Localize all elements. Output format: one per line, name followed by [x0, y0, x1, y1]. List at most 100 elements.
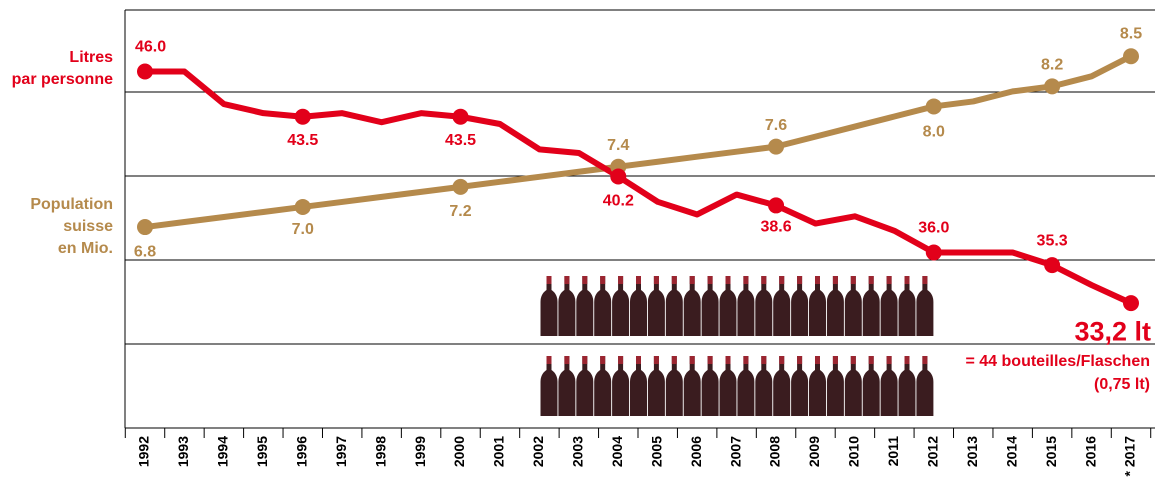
value-label: 38.6 [760, 219, 791, 236]
bottle-cap [922, 356, 927, 364]
bottle-cap [743, 276, 748, 284]
bottle [845, 276, 862, 336]
point [1123, 295, 1139, 311]
value-label: 46.0 [135, 39, 166, 56]
bottle [881, 356, 898, 416]
x-tick-label: 2008 [767, 436, 783, 467]
x-tick-label: 2011 [885, 436, 901, 467]
bottle-cap [851, 276, 856, 284]
point [137, 64, 153, 80]
bottle-cap [726, 276, 731, 284]
bottle [899, 356, 916, 416]
bottle-cap [815, 356, 820, 364]
bottle [737, 276, 754, 336]
annotation: = 44 bouteilles/Flaschen [965, 353, 1150, 370]
point [926, 98, 942, 114]
bottle [899, 276, 916, 336]
bottle-cap [582, 276, 587, 284]
series-line [145, 72, 1131, 304]
bottle-cap [922, 276, 927, 284]
bottle [791, 356, 808, 416]
point [1044, 78, 1060, 94]
bottle [684, 276, 701, 336]
bottle [845, 356, 862, 416]
bottle [576, 356, 593, 416]
bottle-cap [690, 356, 695, 364]
bottle [558, 276, 575, 336]
bottle [541, 356, 558, 416]
bottle [773, 356, 790, 416]
point [453, 109, 469, 125]
value-label: 43.5 [287, 132, 318, 149]
bottle [666, 356, 683, 416]
bottle-cap [564, 356, 569, 364]
bottle [791, 276, 808, 336]
bottle-cap [869, 276, 874, 284]
bottle-cap [672, 356, 677, 364]
value-label: 7.6 [765, 117, 787, 134]
x-tick-label: 2009 [806, 436, 822, 467]
point [295, 199, 311, 215]
value-label: 7.0 [292, 221, 314, 238]
bottle-cap [833, 276, 838, 284]
x-tick-label: 2000 [451, 436, 467, 467]
x-tick-label: 2003 [570, 436, 586, 467]
point [768, 197, 784, 213]
bottle [612, 356, 629, 416]
bottle [702, 276, 719, 336]
bottle [648, 356, 665, 416]
bottle-cap [905, 356, 910, 364]
bottle-cap [869, 356, 874, 364]
bottle-cap [815, 276, 820, 284]
value-label: 8.2 [1041, 57, 1063, 74]
x-tick-label: 2016 [1082, 436, 1098, 467]
bottle-cap [547, 356, 552, 364]
value-label: 6.8 [134, 243, 156, 260]
bottle-cap [636, 276, 641, 284]
bottle-cap [833, 356, 838, 364]
x-tick-label: 1996 [293, 436, 309, 467]
bottle [755, 276, 772, 336]
bottle-cap [654, 356, 659, 364]
bottle-cap [797, 356, 802, 364]
bottle [594, 276, 611, 336]
bottle-cap [564, 276, 569, 284]
bottle [558, 356, 575, 416]
bottle-cap [654, 276, 659, 284]
point [1044, 257, 1060, 273]
x-tick-label: 1994 [215, 436, 231, 467]
annotation: (0,75 lt) [1094, 376, 1150, 393]
bottle-cap [851, 356, 856, 364]
value-label: 35.3 [1037, 232, 1068, 249]
bottle [827, 276, 844, 336]
bottle-cap [797, 276, 802, 284]
bottle-cap [708, 276, 713, 284]
bottle-cap [905, 276, 910, 284]
bottle-cap [690, 276, 695, 284]
bottle [576, 276, 593, 336]
bottle-cap [618, 276, 623, 284]
bottle [916, 276, 933, 336]
bottle-cap [779, 276, 784, 284]
point [453, 179, 469, 195]
value-label: 7.2 [449, 203, 471, 220]
point [295, 109, 311, 125]
x-tick-label: 1992 [136, 436, 152, 467]
x-tick-label: 2007 [727, 436, 743, 467]
bottle-cap [547, 276, 552, 284]
bottle [594, 356, 611, 416]
point [137, 219, 153, 235]
bottle [630, 276, 647, 336]
bottle [702, 356, 719, 416]
bottle-cap [743, 356, 748, 364]
x-tick-label: 2014 [1003, 436, 1019, 467]
point [610, 168, 626, 184]
x-tick-label: 2010 [846, 436, 862, 467]
bottles [541, 276, 934, 416]
bottle [916, 356, 933, 416]
bottle [720, 356, 737, 416]
bottle [881, 276, 898, 336]
x-tick-label: 2001 [491, 436, 507, 467]
value-label: 40.2 [603, 193, 634, 210]
